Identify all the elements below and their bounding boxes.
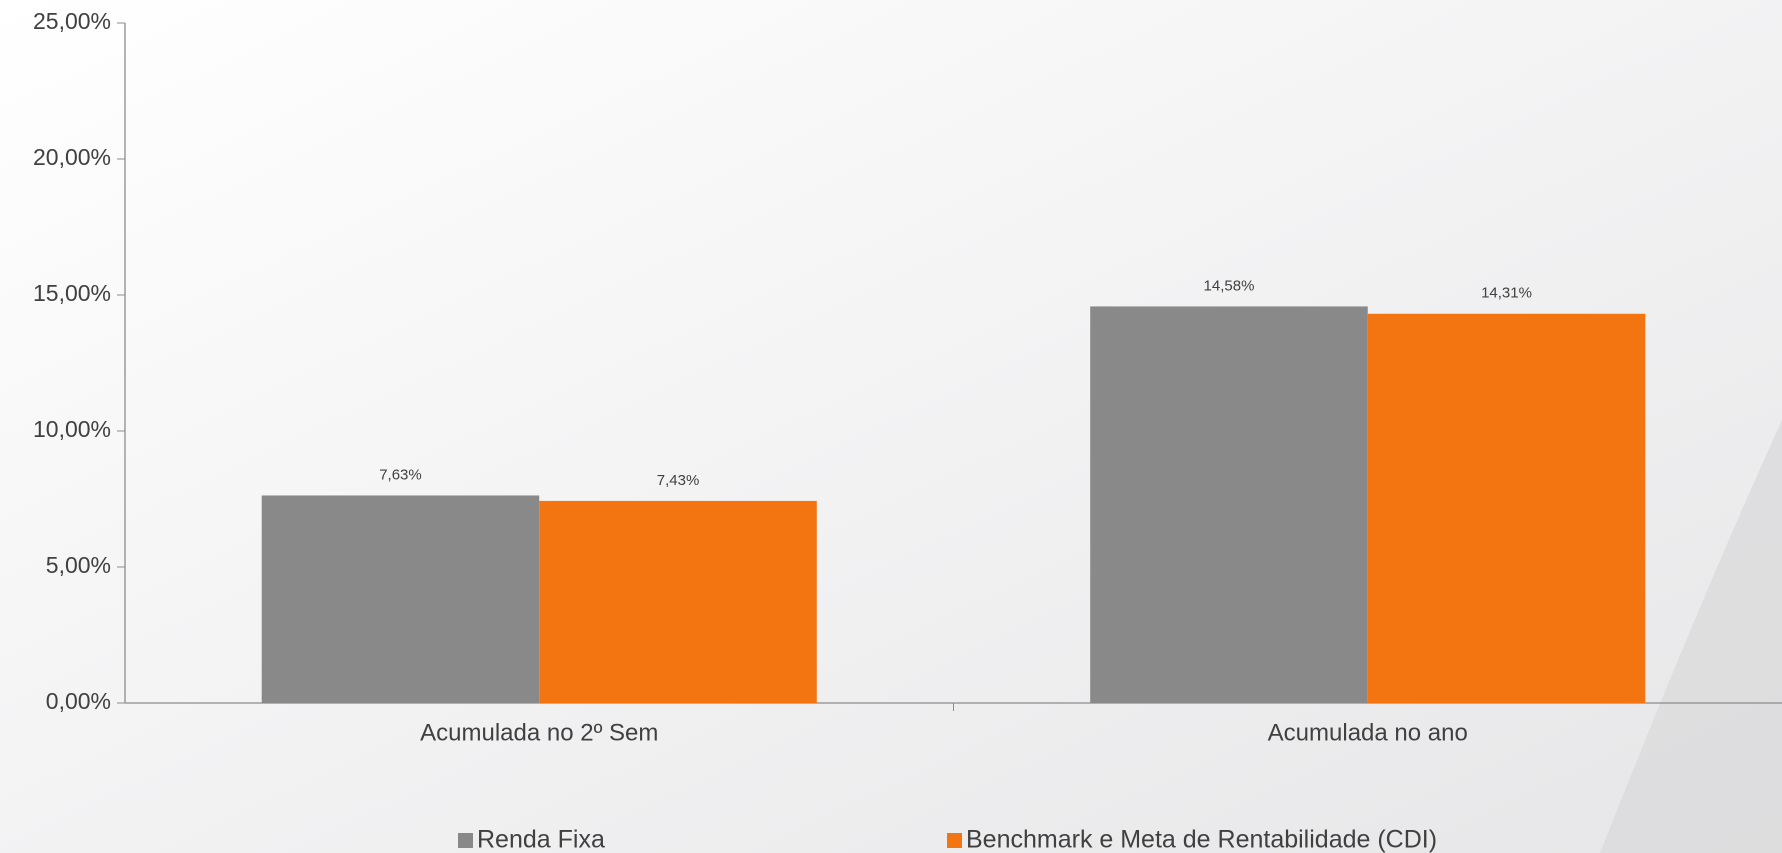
y-tick-label: 15,00% <box>33 280 111 306</box>
legend-swatch <box>458 833 473 848</box>
value-label: 14,58% <box>1204 277 1255 294</box>
legend-label: Benchmark e Meta de Rentabilidade (CDI) <box>966 826 1437 853</box>
legend-swatch <box>947 833 962 848</box>
value-label: 7,43% <box>657 472 700 489</box>
y-tick-label: 10,00% <box>33 416 111 442</box>
y-tick-label: 25,00% <box>33 8 111 34</box>
bar <box>539 500 817 703</box>
bar <box>1090 306 1368 703</box>
y-tick-label: 20,00% <box>33 144 111 170</box>
bar <box>1367 313 1646 703</box>
x-tick-label: Acumulada no ano <box>1268 719 1468 746</box>
bar <box>261 495 540 703</box>
value-label: 7,63% <box>379 466 422 483</box>
y-tick-label: 0,00% <box>46 688 111 714</box>
y-tick-label: 5,00% <box>46 552 111 578</box>
x-tick-label: Acumulada no 2º Sem <box>420 719 658 746</box>
decoration <box>1600 420 1782 853</box>
legend-label: Renda Fixa <box>477 826 605 853</box>
value-label: 14,31% <box>1481 285 1532 302</box>
